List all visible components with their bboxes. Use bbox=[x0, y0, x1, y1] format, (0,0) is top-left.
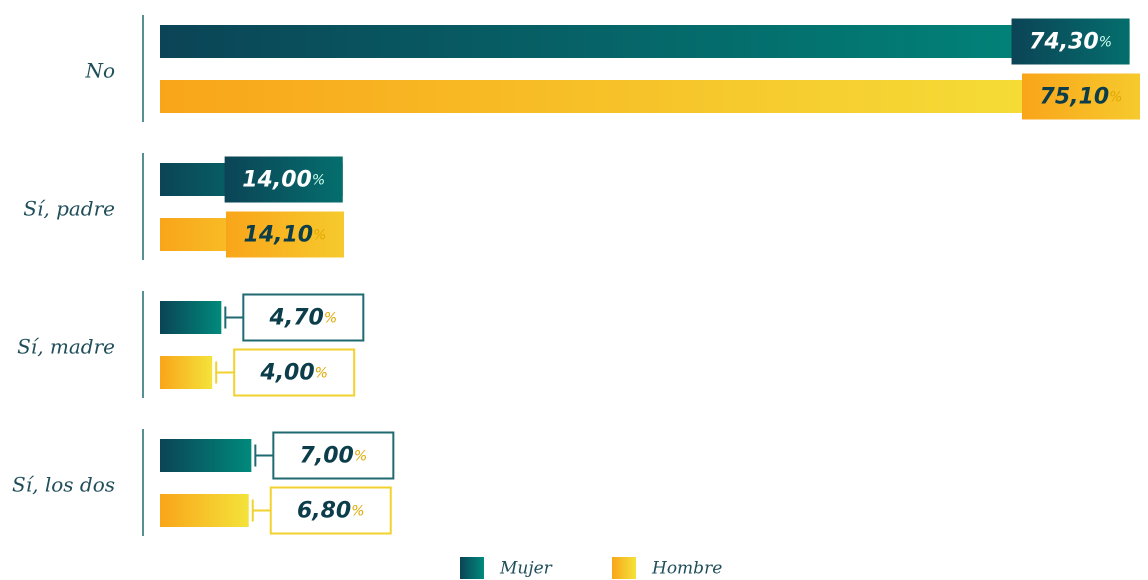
bar bbox=[160, 356, 213, 389]
value-number: 14,10 bbox=[244, 223, 314, 248]
legend-label: Mujer bbox=[499, 559, 553, 579]
value-number: 75,10 bbox=[1040, 85, 1110, 110]
value-label: 75,10% bbox=[1040, 85, 1123, 110]
value-label: 4,70% bbox=[269, 306, 338, 331]
value-unit: % bbox=[351, 504, 364, 520]
label-box bbox=[242, 293, 365, 342]
value-unit: % bbox=[354, 449, 367, 465]
bar bbox=[160, 301, 222, 334]
value-unit: % bbox=[1099, 35, 1112, 51]
value-label: 14,10% bbox=[244, 223, 327, 248]
bar bbox=[160, 439, 252, 472]
label-box bbox=[269, 486, 392, 535]
value-unit: % bbox=[312, 173, 325, 189]
value-number: 6,80 bbox=[297, 499, 351, 524]
value-label: 4,00% bbox=[259, 361, 328, 386]
category-label: No bbox=[84, 59, 115, 83]
value-number: 4,70 bbox=[269, 306, 324, 331]
bar bbox=[160, 80, 1140, 113]
category-label: Sí, los dos bbox=[12, 473, 115, 497]
label-box-shade bbox=[225, 211, 344, 258]
value-unit: % bbox=[1109, 90, 1122, 106]
value-unit: % bbox=[324, 311, 337, 327]
value-number: 4,00 bbox=[259, 361, 314, 386]
value-label: 14,00% bbox=[242, 168, 325, 193]
value-number: 14,00 bbox=[242, 168, 312, 193]
legend-swatch bbox=[612, 557, 636, 579]
label-box-shade bbox=[1022, 73, 1140, 120]
bar bbox=[160, 494, 249, 527]
value-number: 7,00 bbox=[300, 444, 354, 469]
label-box-shade bbox=[224, 156, 343, 203]
value-number: 74,30 bbox=[1029, 30, 1099, 55]
category-label: Sí, madre bbox=[17, 335, 115, 359]
value-label: 74,30% bbox=[1029, 30, 1112, 55]
label-box-shade bbox=[1011, 18, 1130, 65]
label-box bbox=[233, 348, 356, 397]
bar bbox=[160, 25, 1130, 58]
value-unit: % bbox=[313, 228, 326, 244]
value-unit: % bbox=[315, 366, 328, 382]
legend-label: Hombre bbox=[651, 559, 722, 579]
value-label: 6,80% bbox=[297, 499, 365, 524]
label-box bbox=[272, 431, 395, 480]
value-label: 7,00% bbox=[300, 444, 368, 469]
legend-swatch bbox=[460, 557, 484, 579]
category-label: Sí, padre bbox=[23, 197, 115, 221]
